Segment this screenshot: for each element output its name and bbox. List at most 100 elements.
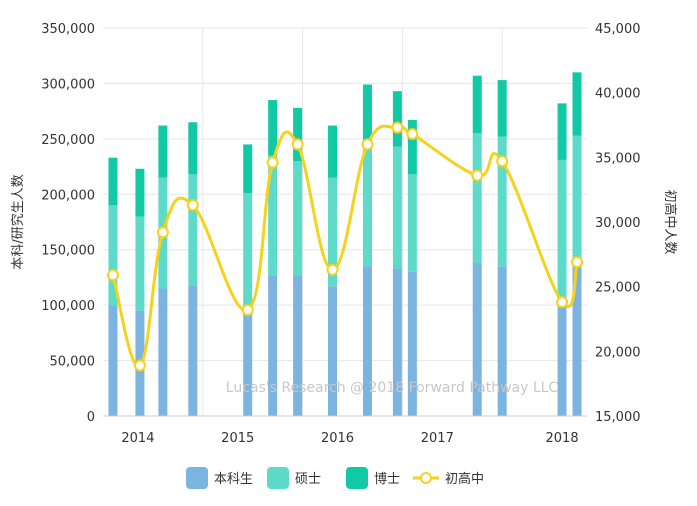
bar-segment-本科生: [328, 286, 338, 416]
bar-segment-本科生: [268, 275, 278, 416]
legend-swatch-本科生: [186, 467, 208, 489]
bar-segment-硕士: [497, 136, 507, 267]
line-point-初高中: [326, 263, 339, 276]
bar-segment-博士: [293, 107, 303, 162]
x-tick-label: 2015: [221, 431, 254, 446]
line-layer: [106, 121, 584, 372]
y-left-tick-label: 0: [87, 410, 95, 425]
bar-segment-硕士: [407, 174, 417, 272]
axis-layer: 0 50,000 100,000 150,000 200,000 250,000 300,0…: [41, 22, 640, 446]
legend-swatch-博士: [346, 467, 368, 489]
bar-segment-博士: [472, 75, 482, 134]
bar-segment-博士: [497, 80, 507, 137]
y-right-tick-label: 30,000: [595, 216, 641, 231]
bar-segment-博士: [108, 157, 118, 206]
left-axis-title: 本科/研究生人数: [11, 174, 26, 269]
bar-segment-硕士: [472, 133, 482, 264]
y-left-tick-label: 200,000: [41, 188, 95, 203]
y-right-tick-label: 25,000: [595, 281, 641, 296]
bar-segment-本科生: [407, 271, 417, 416]
bar-segment-硕士: [392, 146, 402, 269]
line-point-初高中: [133, 359, 146, 372]
bar-segment-硕士: [362, 144, 372, 267]
bar-segment-本科生: [243, 312, 253, 416]
line-series-初高中: [111, 124, 579, 368]
legend-swatch-marker-初高中: [420, 472, 432, 484]
bar-segment-本科生: [497, 266, 507, 416]
x-tick-label: 2017: [421, 431, 454, 446]
y-left-tick-label: 150,000: [41, 244, 95, 259]
right-axis-title: 初高中人数: [662, 189, 678, 254]
y-left-tick-label: 300,000: [41, 77, 95, 92]
bar-segment-本科生: [472, 263, 482, 416]
line-point-初高中: [156, 226, 169, 239]
bar-segment-本科生: [392, 268, 402, 416]
bar-segment-本科生: [572, 266, 582, 416]
y-right-tick-label: 45,000: [595, 22, 641, 37]
y-left-tick-label: 50,000: [50, 355, 96, 370]
watermark-text: Lucas's Research @ 2018 Forward Pathway …: [226, 380, 559, 396]
line-point-初高中: [106, 269, 119, 282]
bar-segment-本科生: [362, 266, 372, 416]
bar-segment-硕士: [328, 177, 338, 287]
legend-swatch-硕士: [267, 467, 289, 489]
line-point-初高中: [391, 121, 404, 134]
legend-item: 初高中: [413, 471, 484, 487]
x-tick-label: 2014: [121, 431, 154, 446]
y-right-tick-label: 15,000: [595, 410, 641, 425]
y-left-tick-label: 250,000: [41, 133, 95, 148]
bar-segment-博士: [557, 103, 567, 160]
legend-item: 硕士: [267, 467, 321, 489]
line-point-初高中: [556, 296, 569, 309]
grid-layer: [103, 27, 587, 416]
bar-segment-硕士: [108, 205, 118, 306]
legend-item: 本科生: [186, 467, 253, 489]
line-point-初高中: [266, 156, 279, 169]
bar-segment-博士: [268, 100, 278, 156]
bar-segment-硕士: [268, 155, 278, 276]
line-point-初高中: [496, 155, 509, 168]
y-right-tick-label: 35,000: [595, 151, 641, 166]
bar-segment-博士: [188, 122, 198, 175]
bar-segment-博士: [328, 125, 338, 178]
legend-label: 本科生: [214, 472, 253, 487]
y-left-tick-label: 100,000: [41, 299, 95, 314]
legend-label: 硕士: [295, 472, 321, 487]
bar-segment-博士: [243, 144, 253, 194]
bar-segment-博士: [158, 125, 168, 178]
bar-segment-硕士: [572, 135, 582, 267]
bar-segment-博士: [407, 120, 417, 175]
bar-segment-硕士: [188, 174, 198, 286]
bar-segment-本科生: [108, 305, 118, 416]
bar-segment-本科生: [188, 285, 198, 416]
y-right-tick-label: 40,000: [595, 87, 641, 102]
bar-segment-硕士: [243, 193, 253, 313]
bar-segment-本科生: [158, 288, 168, 416]
legend: 本科生 硕士 博士 初高中: [186, 467, 484, 489]
line-point-初高中: [471, 169, 484, 182]
bar-segment-博士: [135, 168, 145, 217]
bar-segment-本科生: [557, 305, 567, 416]
legend-label: 博士: [374, 472, 400, 487]
bar-segment-硕士: [557, 159, 567, 306]
bar-segment-本科生: [293, 275, 303, 416]
bar-segment-硕士: [293, 161, 303, 276]
x-tick-label: 2016: [321, 431, 354, 446]
bar-segment-博士: [392, 91, 402, 147]
x-tick-label: 2018: [546, 431, 579, 446]
bar-segment-博士: [362, 84, 372, 145]
bar-segment-硕士: [135, 216, 145, 311]
line-point-初高中: [361, 138, 374, 151]
line-point-初高中: [406, 128, 419, 141]
y-left-tick-label: 350,000: [41, 22, 95, 37]
y-right-tick-label: 20,000: [595, 345, 641, 360]
line-point-初高中: [241, 303, 254, 316]
legend-label: 初高中: [445, 471, 484, 487]
line-point-初高中: [571, 256, 584, 269]
bar-segment-博士: [572, 72, 582, 136]
line-point-初高中: [291, 138, 304, 151]
legend-item: 博士: [346, 467, 400, 489]
line-point-初高中: [186, 199, 199, 212]
